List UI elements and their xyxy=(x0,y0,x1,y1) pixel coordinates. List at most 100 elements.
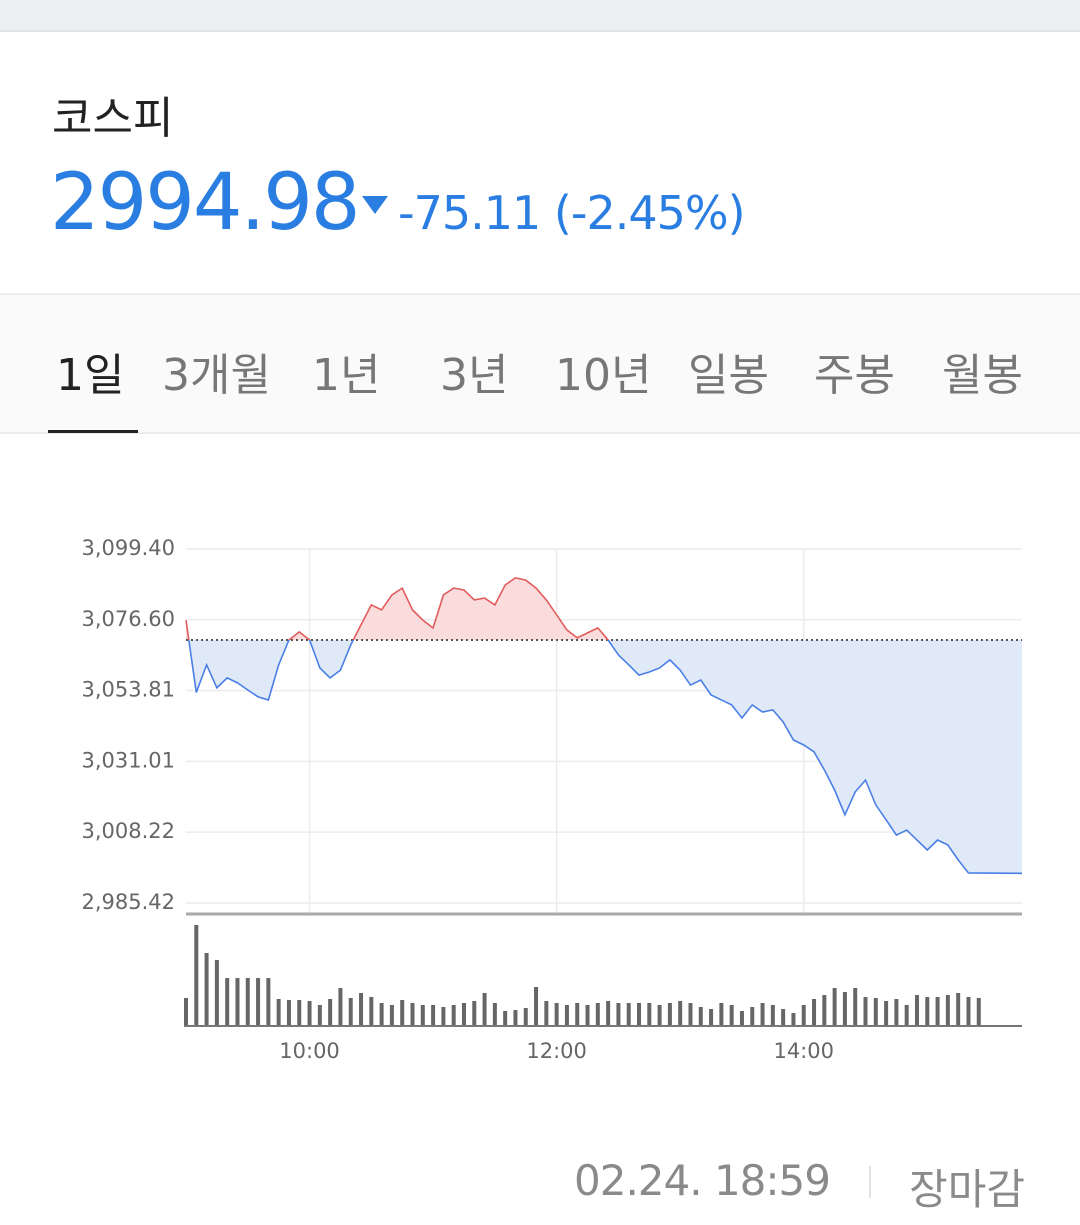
volume-bar xyxy=(914,995,919,1025)
x-tick-label: 10:00 xyxy=(279,1039,340,1063)
volume-bar xyxy=(420,1005,425,1025)
volume-bar xyxy=(276,999,281,1025)
volume-bar xyxy=(214,960,219,1025)
volume-bar xyxy=(328,999,333,1025)
volume-bar xyxy=(719,1003,724,1025)
volume-bar xyxy=(266,978,271,1025)
volume-bar xyxy=(564,1005,569,1025)
volume-bar xyxy=(369,997,374,1025)
period-tab[interactable]: 주봉 xyxy=(814,350,895,401)
volume-bar xyxy=(338,988,343,1025)
volume-bar xyxy=(801,1005,806,1025)
volume-bar xyxy=(235,978,240,1025)
period-tab[interactable]: 일봉 xyxy=(688,350,769,401)
volume-bar xyxy=(359,993,364,1025)
price-line-up xyxy=(185,577,610,641)
market-status: 장마감 xyxy=(909,1165,1025,1214)
volume-bar xyxy=(966,997,971,1025)
volume-bar xyxy=(194,925,199,1025)
volume-bar xyxy=(256,978,261,1025)
volume-bar xyxy=(812,999,817,1025)
volume-bar xyxy=(822,995,827,1025)
x-tick-label: 14:00 xyxy=(773,1039,834,1063)
volume-bar xyxy=(472,1001,477,1025)
volume-bar xyxy=(503,1011,508,1025)
volume-bar xyxy=(225,978,230,1025)
volume-bar xyxy=(832,988,837,1025)
update-time: 02.24. 18:59 xyxy=(574,1156,831,1205)
volume-bar xyxy=(441,1007,446,1025)
volume-bar xyxy=(945,995,950,1025)
volume-bar xyxy=(770,1005,775,1025)
y-tick-label: 3,008.22 xyxy=(81,819,175,843)
volume-bar xyxy=(925,997,930,1025)
status-bar xyxy=(0,0,1080,32)
volume-bar xyxy=(410,1003,415,1025)
volume-bar xyxy=(884,1001,889,1025)
volume-bar xyxy=(554,1003,559,1025)
volume-bar xyxy=(873,998,878,1025)
volume-bar xyxy=(523,1008,528,1025)
volume-bar xyxy=(286,1000,291,1025)
volume-bar xyxy=(204,953,209,1025)
period-tab[interactable]: 3년 xyxy=(440,350,509,401)
volume-bar xyxy=(667,1003,672,1025)
volume-bar xyxy=(626,1003,631,1025)
index-name: 코스피 xyxy=(52,93,174,144)
area-down xyxy=(188,640,1022,874)
y-tick-label: 2,985.42 xyxy=(81,890,175,914)
index-change: -75.11 (-2.45%) xyxy=(398,186,746,240)
y-tick-label: 3,053.81 xyxy=(81,678,175,702)
volume-bar xyxy=(379,1003,384,1025)
down-arrow xyxy=(362,196,388,214)
period-tab[interactable]: 월봉 xyxy=(942,350,1023,401)
volume-bar xyxy=(904,1005,909,1025)
volume-bar xyxy=(616,1003,621,1025)
volume-bar xyxy=(492,1003,497,1025)
volume-bar xyxy=(400,1000,405,1025)
volume-bar xyxy=(935,997,940,1025)
volume-bar xyxy=(461,1003,466,1025)
volume-bar xyxy=(348,998,353,1025)
volume-bar xyxy=(317,1005,322,1025)
volume-bar xyxy=(688,1003,693,1025)
volume-bar xyxy=(760,1003,765,1025)
volume-bar xyxy=(894,999,899,1025)
volume-bar xyxy=(729,1005,734,1025)
separator xyxy=(869,1166,871,1198)
volume-bar xyxy=(781,1009,786,1025)
volume-bar xyxy=(976,998,981,1025)
volume-bar xyxy=(750,1007,755,1025)
volume-bar xyxy=(245,978,250,1025)
volume-bar xyxy=(585,1005,590,1025)
volume-bar xyxy=(431,1005,436,1025)
volume-bar xyxy=(678,1001,683,1025)
index-price: 2994.98 xyxy=(50,158,361,248)
volume-bar xyxy=(595,1003,600,1025)
volume-bar xyxy=(544,1001,549,1025)
period-tab[interactable]: 1일 xyxy=(56,350,125,401)
volume-bar xyxy=(482,993,487,1025)
active-tab-indicator xyxy=(48,430,138,433)
volume-bar xyxy=(842,992,847,1025)
y-tick-label: 3,031.01 xyxy=(81,748,175,772)
volume-bar xyxy=(698,1007,703,1025)
volume-bar xyxy=(657,1005,662,1025)
volume-bar xyxy=(534,987,539,1025)
volume-bar xyxy=(647,1003,652,1025)
volume-bar xyxy=(739,1011,744,1025)
period-tab[interactable]: 3개월 xyxy=(162,350,271,401)
period-tab[interactable]: 1년 xyxy=(312,350,381,401)
y-tick-label: 3,099.40 xyxy=(81,536,175,560)
volume-bar xyxy=(297,1000,302,1025)
period-tab[interactable]: 10년 xyxy=(555,350,652,401)
volume-bar xyxy=(575,1003,580,1025)
volume-bar xyxy=(307,1001,312,1025)
price-line-down xyxy=(188,640,1023,875)
volume-bar xyxy=(389,1005,394,1025)
volume-bar xyxy=(791,1013,796,1025)
period-tabs: 1일 3개월 1년 3년 10년 일봉 주봉 월봉 xyxy=(0,293,1080,434)
